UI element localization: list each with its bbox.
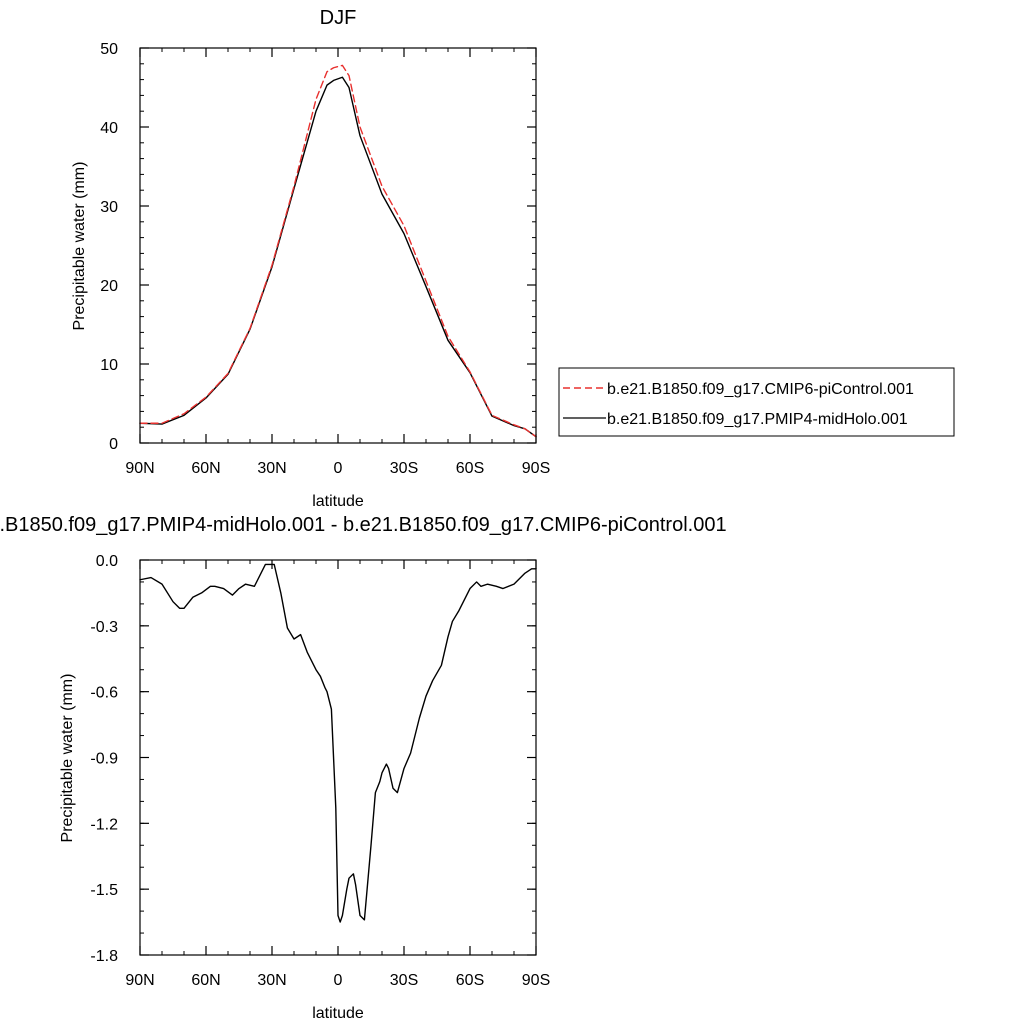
bottom-x-tick-label: 90N <box>125 972 154 989</box>
top-y-tick-label: 20 <box>100 278 118 295</box>
top-y-tick-label: 40 <box>100 120 118 137</box>
bottom-y-tick-label: 0.0 <box>96 553 118 570</box>
bottom-plot-frame <box>139 559 537 956</box>
bottom-y-tick-label: -0.9 <box>90 751 118 768</box>
top-series-line-0 <box>139 64 537 438</box>
bottom-series-line-0 <box>139 563 537 923</box>
top-x-tick-label: 90N <box>125 460 154 477</box>
top-chart-title: DJF <box>320 7 357 29</box>
bottom-panel: b.e21.B1850.f09_g17.PMIP4-midHolo.001 - … <box>0 514 727 1022</box>
top-y-axis-label: Precipitable water (mm) <box>71 162 88 331</box>
legend-label-control: b.e21.B1850.f09_g17.CMIP6-piControl.001 <box>607 381 914 398</box>
bottom-y-axis-label: Precipitable water (mm) <box>59 674 76 843</box>
top-y-tick-label: 50 <box>100 41 118 58</box>
bottom-axis-ticks: 90N 60N 30N 0 30S 60S 90S 0.0 -0.3 -0.6 -0.9 -1.2 -1… <box>90 553 550 989</box>
bottom-chart-title: b.e21.B1850.f09_g17.PMIP4-midHolo.001 - … <box>0 514 727 536</box>
bottom-x-tick-label: 60N <box>191 972 220 989</box>
bottom-series-lines <box>139 563 537 923</box>
bottom-x-axis-label: latitude <box>312 1005 364 1022</box>
top-y-tick-label: 0 <box>109 436 118 453</box>
top-x-tick-label: 0 <box>334 460 343 477</box>
bottom-x-tick-label: 30N <box>257 972 286 989</box>
top-x-tick-label: 90S <box>522 460 550 477</box>
top-x-axis-label: latitude <box>312 493 364 510</box>
top-x-tick-label: 30N <box>257 460 286 477</box>
top-plot-frame <box>139 47 537 444</box>
bottom-y-tick-label: -0.6 <box>90 685 118 702</box>
top-x-tick-label: 30S <box>390 460 418 477</box>
legend: b.e21.B1850.f09_g17.CMIP6-piControl.001 … <box>558 367 955 437</box>
top-y-tick-label: 10 <box>100 357 118 374</box>
top-panel: DJF Precipitable water (mm) latitude 90N… <box>71 7 550 510</box>
legend-box <box>558 367 955 437</box>
bottom-y-tick-label: -0.3 <box>90 619 118 636</box>
bottom-x-tick-label: 90S <box>522 972 550 989</box>
top-y-tick-label: 30 <box>100 199 118 216</box>
bottom-y-tick-label: -1.5 <box>90 882 118 899</box>
top-x-tick-label: 60N <box>191 460 220 477</box>
top-x-tick-label: 60S <box>456 460 484 477</box>
legend-label-midholo: b.e21.B1850.f09_g17.PMIP4-midHolo.001 <box>607 411 908 428</box>
bottom-y-tick-label: -1.8 <box>90 948 118 965</box>
bottom-x-tick-label: 60S <box>456 972 484 989</box>
bottom-x-tick-label: 30S <box>390 972 418 989</box>
bottom-x-tick-label: 0 <box>334 972 343 989</box>
top-axis-ticks: 90N 60N 30N 0 30S 60S 90S 0 10 20 30 40 50 <box>100 41 550 477</box>
top-series-line-1 <box>139 76 537 438</box>
top-series-lines <box>139 64 537 438</box>
bottom-y-tick-label: -1.2 <box>90 816 118 833</box>
